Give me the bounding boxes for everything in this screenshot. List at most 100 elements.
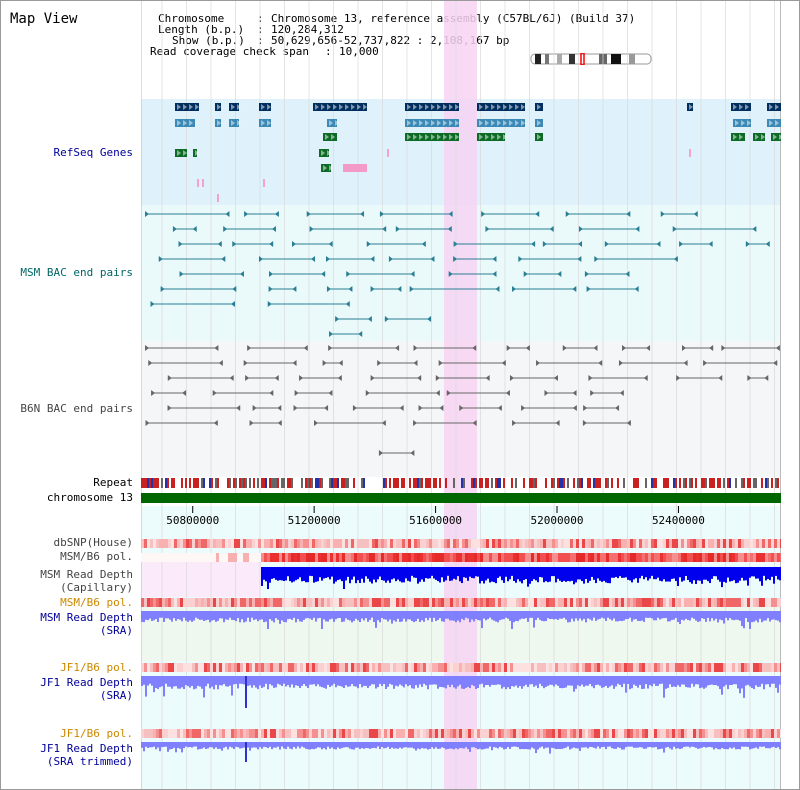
read-depth-bar	[553, 567, 555, 577]
polymorphism-cell	[297, 539, 300, 548]
read-depth-bar	[721, 567, 723, 588]
read-depth-bar	[251, 676, 253, 688]
bac-end-marker	[752, 226, 757, 232]
read-depth-bar	[381, 567, 383, 581]
read-depth-bar	[397, 611, 399, 619]
polymorphism-cell	[234, 598, 237, 607]
polymorphism-cell	[438, 553, 441, 562]
polymorphism-cell	[774, 553, 777, 562]
read-depth-bar	[519, 567, 521, 582]
polymorphism-cell	[672, 539, 675, 548]
read-depth-bar	[233, 611, 235, 621]
read-depth-bar	[273, 676, 275, 688]
polymorphism-cell	[261, 729, 264, 738]
polymorphism-cell	[276, 539, 279, 548]
read-depth-bar	[497, 567, 499, 578]
bac-end-marker	[676, 375, 681, 381]
chromosome-ideogram[interactable]	[529, 53, 653, 65]
read-depth-bar	[431, 567, 433, 576]
polymorphism-cell	[318, 729, 321, 738]
read-depth-bar	[635, 676, 637, 686]
polymorphism-cell	[654, 598, 657, 607]
polymorphism-cell	[486, 729, 489, 738]
polymorphism-cell	[660, 539, 663, 548]
polymorphism-cell	[636, 663, 639, 672]
gene-strand-arrow	[231, 120, 235, 126]
read-depth-bar	[265, 567, 267, 582]
read-depth-bar	[593, 611, 595, 618]
polymorphism-cell	[393, 598, 396, 607]
read-depth-bar	[463, 611, 465, 621]
read-depth-bar	[717, 611, 719, 623]
read-depth-bar	[227, 742, 229, 750]
repeat-element	[735, 478, 737, 488]
polymorphism-cell	[456, 663, 459, 672]
read-depth-bar	[663, 611, 665, 619]
polymorphism-cell	[723, 539, 726, 548]
read-depth-bar	[291, 567, 293, 583]
track-label-msm-bac[interactable]: MSM BAC end pairs	[20, 266, 133, 279]
gene-strand-arrow	[431, 120, 435, 126]
read-depth-bar	[707, 611, 709, 618]
polymorphism-cell	[435, 729, 438, 738]
read-depth-bar	[391, 676, 393, 685]
polymorphism-cell	[195, 539, 198, 548]
polymorphism-cell	[540, 553, 543, 562]
bac-end-marker	[615, 405, 620, 411]
polymorphism-cell	[414, 539, 417, 548]
polymorphism-cell	[735, 553, 738, 562]
repeat-element	[329, 478, 331, 488]
bac-end-marker	[703, 360, 708, 366]
read-depth-bar	[735, 567, 737, 584]
read-depth-bar	[293, 676, 295, 688]
polymorphism-cell	[780, 539, 781, 548]
polymorphism-cell	[342, 598, 345, 607]
track-label-jf1-depth-sra-sub: (SRA)	[99, 689, 133, 702]
polymorphism-cell	[705, 729, 708, 738]
gene-strand-arrow	[217, 104, 221, 110]
read-depth-bar	[703, 567, 705, 580]
polymorphism-cell	[444, 598, 447, 607]
bac-end-marker	[259, 256, 264, 262]
read-depth-bar	[653, 742, 655, 748]
polymorphism-cell	[156, 729, 159, 738]
read-depth-bar	[419, 611, 421, 623]
gene-strand-arrow	[479, 104, 483, 110]
read-depth-bar	[585, 676, 587, 686]
read-depth-bar	[645, 611, 647, 618]
polymorphism-cell	[501, 729, 504, 738]
polymorphism-cell	[357, 729, 360, 738]
repeat-element	[579, 478, 581, 488]
read-depth-bar	[155, 676, 157, 688]
polymorphism-cell	[183, 663, 186, 672]
read-depth-bar	[165, 676, 167, 684]
bac-end-marker	[544, 390, 549, 396]
read-depth-bar	[331, 742, 333, 748]
read-depth-bar	[589, 742, 591, 747]
read-depth-bar	[503, 676, 505, 687]
polymorphism-cell	[306, 663, 309, 672]
polymorphism-cell	[246, 729, 249, 738]
read-depth-bar	[421, 611, 423, 621]
read-depth-bar	[449, 611, 451, 621]
polymorphism-cell	[735, 663, 738, 672]
polymorphism-cell	[681, 663, 684, 672]
read-depth-bar	[533, 742, 535, 749]
repeat-element	[499, 478, 501, 488]
track-label-b6n-bac[interactable]: B6N BAC end pairs	[20, 402, 133, 415]
read-depth-bar	[185, 676, 187, 686]
polymorphism-cell	[477, 598, 480, 607]
read-depth-bar	[695, 567, 697, 585]
polymorphism-cell	[339, 553, 342, 562]
read-depth-bar	[371, 676, 373, 685]
polymorphism-cell	[708, 663, 711, 672]
track-label-refseq[interactable]: RefSeq Genes	[53, 146, 133, 159]
polymorphism-cell	[477, 553, 480, 562]
polymorphism-cell	[183, 539, 186, 548]
genome-track-plot[interactable]: 50800000 51200000 51600000 52000000 52400000	[141, 1, 781, 790]
read-depth-bar	[383, 676, 385, 684]
polymorphism-cell	[171, 729, 174, 738]
polymorphism-cell	[261, 663, 264, 672]
gene-strand-arrow	[315, 104, 319, 110]
polymorphism-cell	[501, 553, 504, 562]
